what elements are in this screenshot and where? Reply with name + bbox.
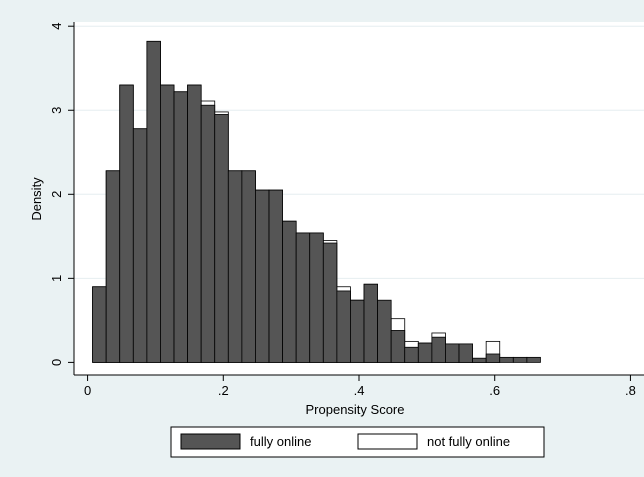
bar-fully-online bbox=[241, 170, 256, 363]
bar-fully-online bbox=[105, 170, 121, 363]
bar-fully-online bbox=[92, 286, 107, 363]
bar-fully-online bbox=[390, 330, 406, 363]
x-ticks: 0 .2 .4 .6 .8 bbox=[84, 375, 636, 398]
bar-fully-online bbox=[200, 104, 216, 363]
x-axis-title: Propensity Score bbox=[306, 402, 405, 417]
x-tick-label: .2 bbox=[218, 383, 229, 398]
bar-fully-online bbox=[255, 189, 270, 363]
bar-fully-online bbox=[322, 242, 338, 363]
y-ticks: 0 1 2 3 4 bbox=[49, 23, 74, 366]
y-tick-label: 1 bbox=[49, 275, 64, 282]
bar-fully-online bbox=[445, 343, 460, 363]
bar-fully-online bbox=[132, 128, 148, 363]
bar-fully-online bbox=[268, 189, 283, 363]
bar-fully-online bbox=[282, 220, 297, 363]
legend: fully online not fully online bbox=[170, 426, 545, 458]
y-tick-label: 3 bbox=[49, 107, 64, 114]
legend-label-not-fully-online: not fully online bbox=[427, 434, 510, 449]
bar-fully-online bbox=[485, 353, 501, 363]
bar-fully-online bbox=[187, 84, 202, 363]
y-tick-label: 0 bbox=[49, 359, 64, 366]
bar-fully-online bbox=[499, 356, 514, 363]
bar-fully-online bbox=[350, 299, 365, 363]
bar-fully-online bbox=[119, 84, 134, 363]
bar-fully-online bbox=[472, 357, 487, 363]
bar-fully-online bbox=[458, 343, 473, 363]
bar-fully-online bbox=[146, 40, 161, 363]
bar-fully-online bbox=[404, 346, 419, 363]
y-tick-label: 4 bbox=[49, 23, 64, 30]
bar-fully-online bbox=[227, 170, 243, 363]
bar-fully-online bbox=[173, 91, 188, 363]
legend-swatch-fully-online bbox=[180, 433, 241, 450]
bar-fully-online bbox=[363, 283, 378, 363]
x-tick-label: .8 bbox=[625, 383, 636, 398]
x-tick-label: .6 bbox=[489, 383, 500, 398]
y-axis-title: Density bbox=[29, 177, 44, 221]
bars bbox=[92, 40, 541, 363]
legend-swatch-not-fully-online bbox=[357, 433, 418, 450]
bar-fully-online bbox=[160, 84, 175, 363]
bar-fully-online bbox=[309, 232, 324, 363]
bar-fully-online bbox=[295, 232, 311, 363]
bar-fully-online bbox=[431, 336, 446, 363]
bar-fully-online bbox=[417, 342, 433, 363]
bar-fully-online bbox=[336, 290, 351, 363]
y-tick-label: 2 bbox=[49, 191, 64, 198]
bar-fully-online bbox=[214, 114, 229, 363]
x-tick-label: 0 bbox=[84, 383, 91, 398]
bar-fully-online bbox=[377, 299, 392, 363]
x-tick-label: .4 bbox=[354, 383, 365, 398]
bar-fully-online bbox=[512, 356, 528, 363]
bar-fully-online bbox=[526, 356, 541, 363]
legend-label-fully-online: fully online bbox=[250, 434, 311, 449]
